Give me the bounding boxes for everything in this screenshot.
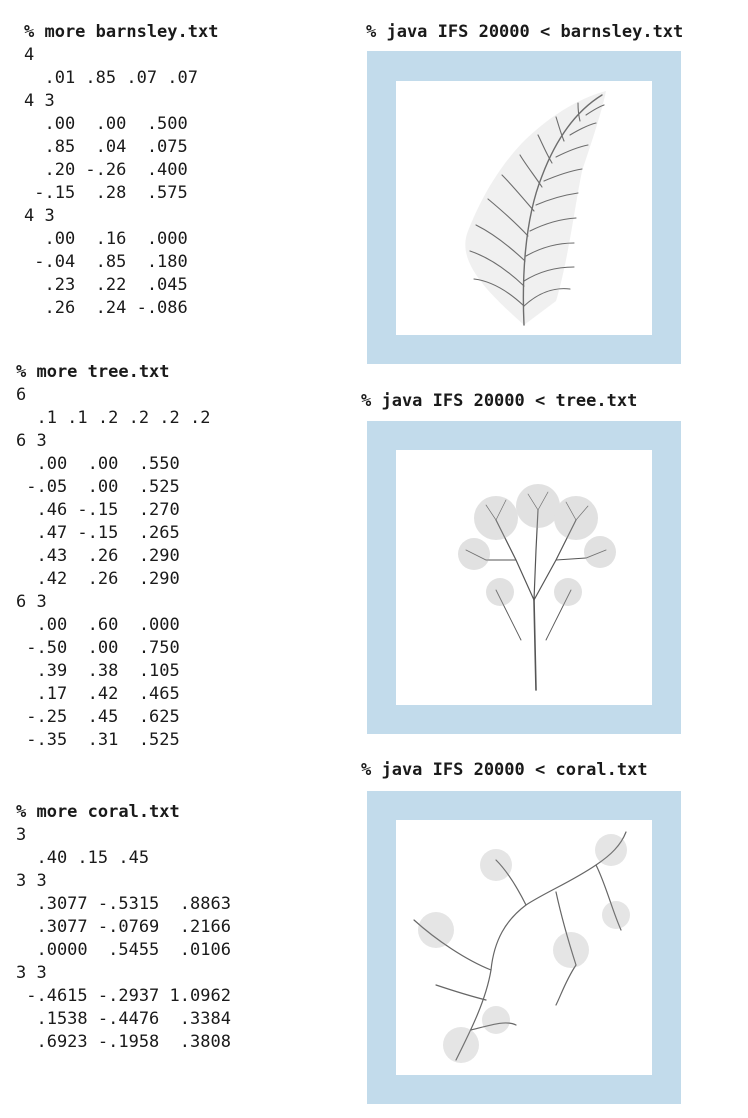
coral-output-frame — [367, 791, 681, 1104]
tree-listing-line: .46 -.15 .270 — [16, 500, 180, 520]
tree-listing-line: 6 3 — [16, 592, 47, 612]
tree-listing-line: .43 .26 .290 — [16, 546, 180, 566]
barnsley-listing-line: .23 .22 .045 — [24, 275, 188, 295]
barnsley-listing-line: -.04 .85 .180 — [24, 252, 188, 272]
barnsley-listing: % more barnsley.txt 4 .01 .85 .07 .07 4 3… — [24, 21, 218, 320]
tree-listing: % more tree.txt 6 .1 .1 .2 .2 .2 .2 6 3 .… — [16, 361, 210, 752]
coral-listing-line: .1538 -.4476 .3384 — [16, 1009, 231, 1029]
barnsley-listing-line: 4 — [24, 45, 35, 65]
coral-listing-line: .40 .15 .45 — [16, 848, 150, 868]
barnsley-output-canvas — [396, 81, 652, 335]
barnsley-listing-line: .85 .04 .075 — [24, 137, 188, 157]
coral-listing-line: 3 3 — [16, 871, 47, 891]
tree-output-frame — [367, 421, 681, 734]
tree-listing-line: 6 3 — [16, 431, 47, 451]
tree-listing-line: .42 .26 .290 — [16, 569, 180, 589]
coral-listing: % more coral.txt 3 .40 .15 .45 3 3 .3077 … — [16, 801, 231, 1054]
coral-listing-line: -.4615 -.2937 1.0962 — [16, 986, 231, 1006]
barnsley-listing-line: 4 3 — [24, 91, 55, 111]
tree-listing-line: -.05 .00 .525 — [16, 477, 180, 497]
coral-listing-line: .0000 .5455 .0106 — [16, 940, 231, 960]
tree-more-command: % more tree.txt — [16, 362, 170, 382]
tree-listing-line: .39 .38 .105 — [16, 661, 180, 681]
tree-listing-line: .1 .1 .2 .2 .2 .2 — [16, 408, 211, 428]
tree-listing-line: -.50 .00 .750 — [16, 638, 180, 658]
barnsley-listing-line: .01 .85 .07 .07 — [24, 68, 198, 88]
barnsley-more-command: % more barnsley.txt — [24, 22, 219, 42]
barnsley-listing-line: .20 -.26 .400 — [24, 160, 188, 180]
barnsley-run-command: % java IFS 20000 < barnsley.txt — [366, 22, 684, 42]
tree-listing-line: -.35 .31 .525 — [16, 730, 180, 750]
tree-listing-line: .47 -.15 .265 — [16, 523, 180, 543]
tree-output-canvas — [396, 450, 652, 705]
coral-more-command: % more coral.txt — [16, 802, 180, 822]
coral-run-command: % java IFS 20000 < coral.txt — [361, 760, 648, 780]
tree-listing-line: .00 .60 .000 — [16, 615, 180, 635]
coral-fractal-image — [413, 831, 630, 1063]
tree-listing-line: .17 .42 .465 — [16, 684, 180, 704]
tree-run-command: % java IFS 20000 < tree.txt — [361, 391, 638, 411]
coral-listing-line: .3077 -.5315 .8863 — [16, 894, 231, 914]
tree-listing-line: .00 .00 .550 — [16, 454, 180, 474]
coral-listing-line: 3 3 — [16, 963, 47, 983]
tree-listing-line: 6 — [16, 385, 27, 405]
barnsley-listing-line: .00 .00 .500 — [24, 114, 188, 134]
coral-listing-line: .6923 -.1958 .3808 — [16, 1032, 231, 1052]
tree-fractal-image — [458, 484, 616, 691]
coral-listing-line: 3 — [16, 825, 27, 845]
coral-listing-line: .3077 -.0769 .2166 — [16, 917, 231, 937]
barnsley-listing-line: .26 .24 -.086 — [24, 298, 188, 318]
coral-output-canvas — [396, 820, 652, 1075]
tree-listing-line: -.25 .45 .625 — [16, 707, 180, 727]
barnsley-listing-line: 4 3 — [24, 206, 55, 226]
barnsley-fern-image — [465, 91, 606, 326]
barnsley-listing-line: .00 .16 .000 — [24, 229, 188, 249]
barnsley-output-frame — [367, 51, 681, 364]
barnsley-listing-line: -.15 .28 .575 — [24, 183, 188, 203]
